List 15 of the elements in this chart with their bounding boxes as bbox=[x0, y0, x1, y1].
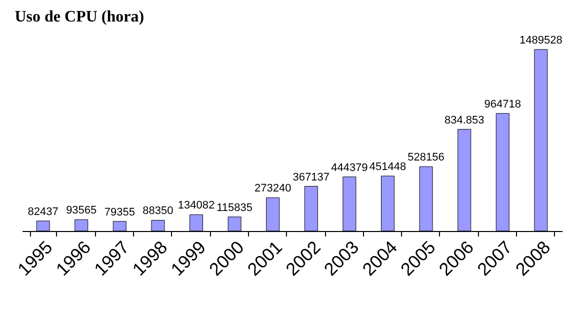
data-label: 88350 bbox=[142, 205, 174, 218]
data-label: 834.853 bbox=[444, 114, 484, 126]
data-label: 964718 bbox=[484, 98, 521, 110]
data-label: 273240 bbox=[254, 182, 292, 195]
data-label: 1489528 bbox=[520, 34, 562, 46]
data-label: 451448 bbox=[369, 160, 406, 173]
data-label: 93565 bbox=[66, 204, 97, 217]
data-label: 444379 bbox=[331, 162, 368, 174]
data-label: 82437 bbox=[28, 206, 58, 218]
data-label: 134082 bbox=[178, 200, 215, 212]
chart-title: Uso de CPU (hora) bbox=[14, 8, 144, 26]
data-label: 79355 bbox=[104, 206, 135, 218]
data-label: 115835 bbox=[216, 202, 252, 214]
data-label: 367137 bbox=[292, 171, 330, 184]
data-label: 528156 bbox=[408, 152, 444, 164]
